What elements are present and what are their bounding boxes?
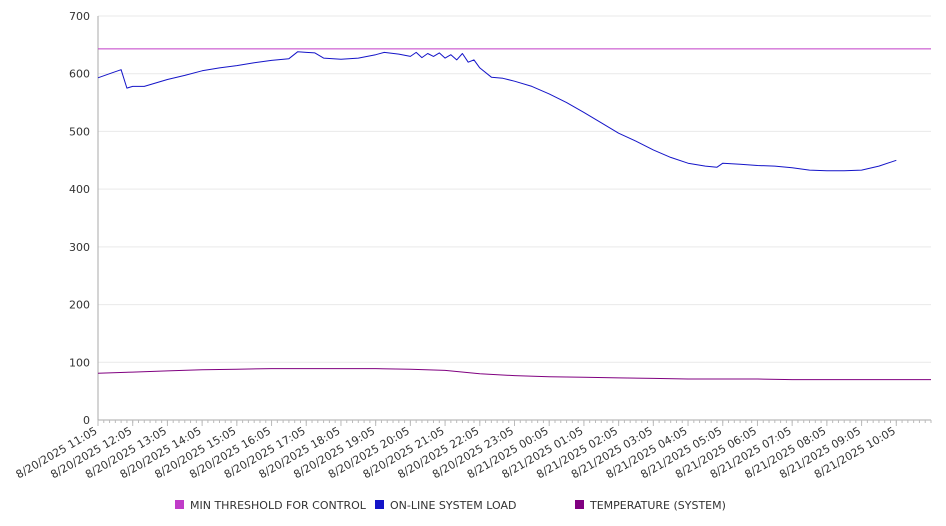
series-lines bbox=[97, 48, 931, 381]
y-tick-label: 200 bbox=[69, 299, 90, 312]
legend-label: ON-LINE SYSTEM LOAD bbox=[390, 499, 516, 512]
y-tick-label: 100 bbox=[69, 356, 90, 369]
y-tick-label: 500 bbox=[69, 125, 90, 138]
y-tick-label: 600 bbox=[69, 68, 90, 81]
x-tick-labels: 8/20/2025 11:058/20/2025 12:058/20/2025 … bbox=[14, 424, 898, 481]
legend-swatch bbox=[575, 500, 584, 509]
legend-label: TEMPERATURE (SYSTEM) bbox=[589, 499, 726, 512]
legend-swatch bbox=[375, 500, 384, 509]
axes bbox=[97, 16, 932, 426]
y-tick-label: 400 bbox=[69, 183, 90, 196]
y-tick-labels: 0 100 200 300 400 500 600 700 bbox=[69, 10, 90, 427]
legend: MIN THRESHOLD FOR CONTROL ON-LINE SYSTEM … bbox=[175, 499, 726, 512]
series-line bbox=[97, 51, 897, 172]
legend-label: MIN THRESHOLD FOR CONTROL bbox=[190, 499, 367, 512]
legend-swatch bbox=[175, 500, 184, 509]
y-tick-label: 300 bbox=[69, 241, 90, 254]
series-line bbox=[97, 368, 931, 381]
y-tick-label: 700 bbox=[69, 10, 90, 23]
grid-lines bbox=[98, 15, 931, 363]
y-tick-label: 0 bbox=[83, 414, 90, 427]
